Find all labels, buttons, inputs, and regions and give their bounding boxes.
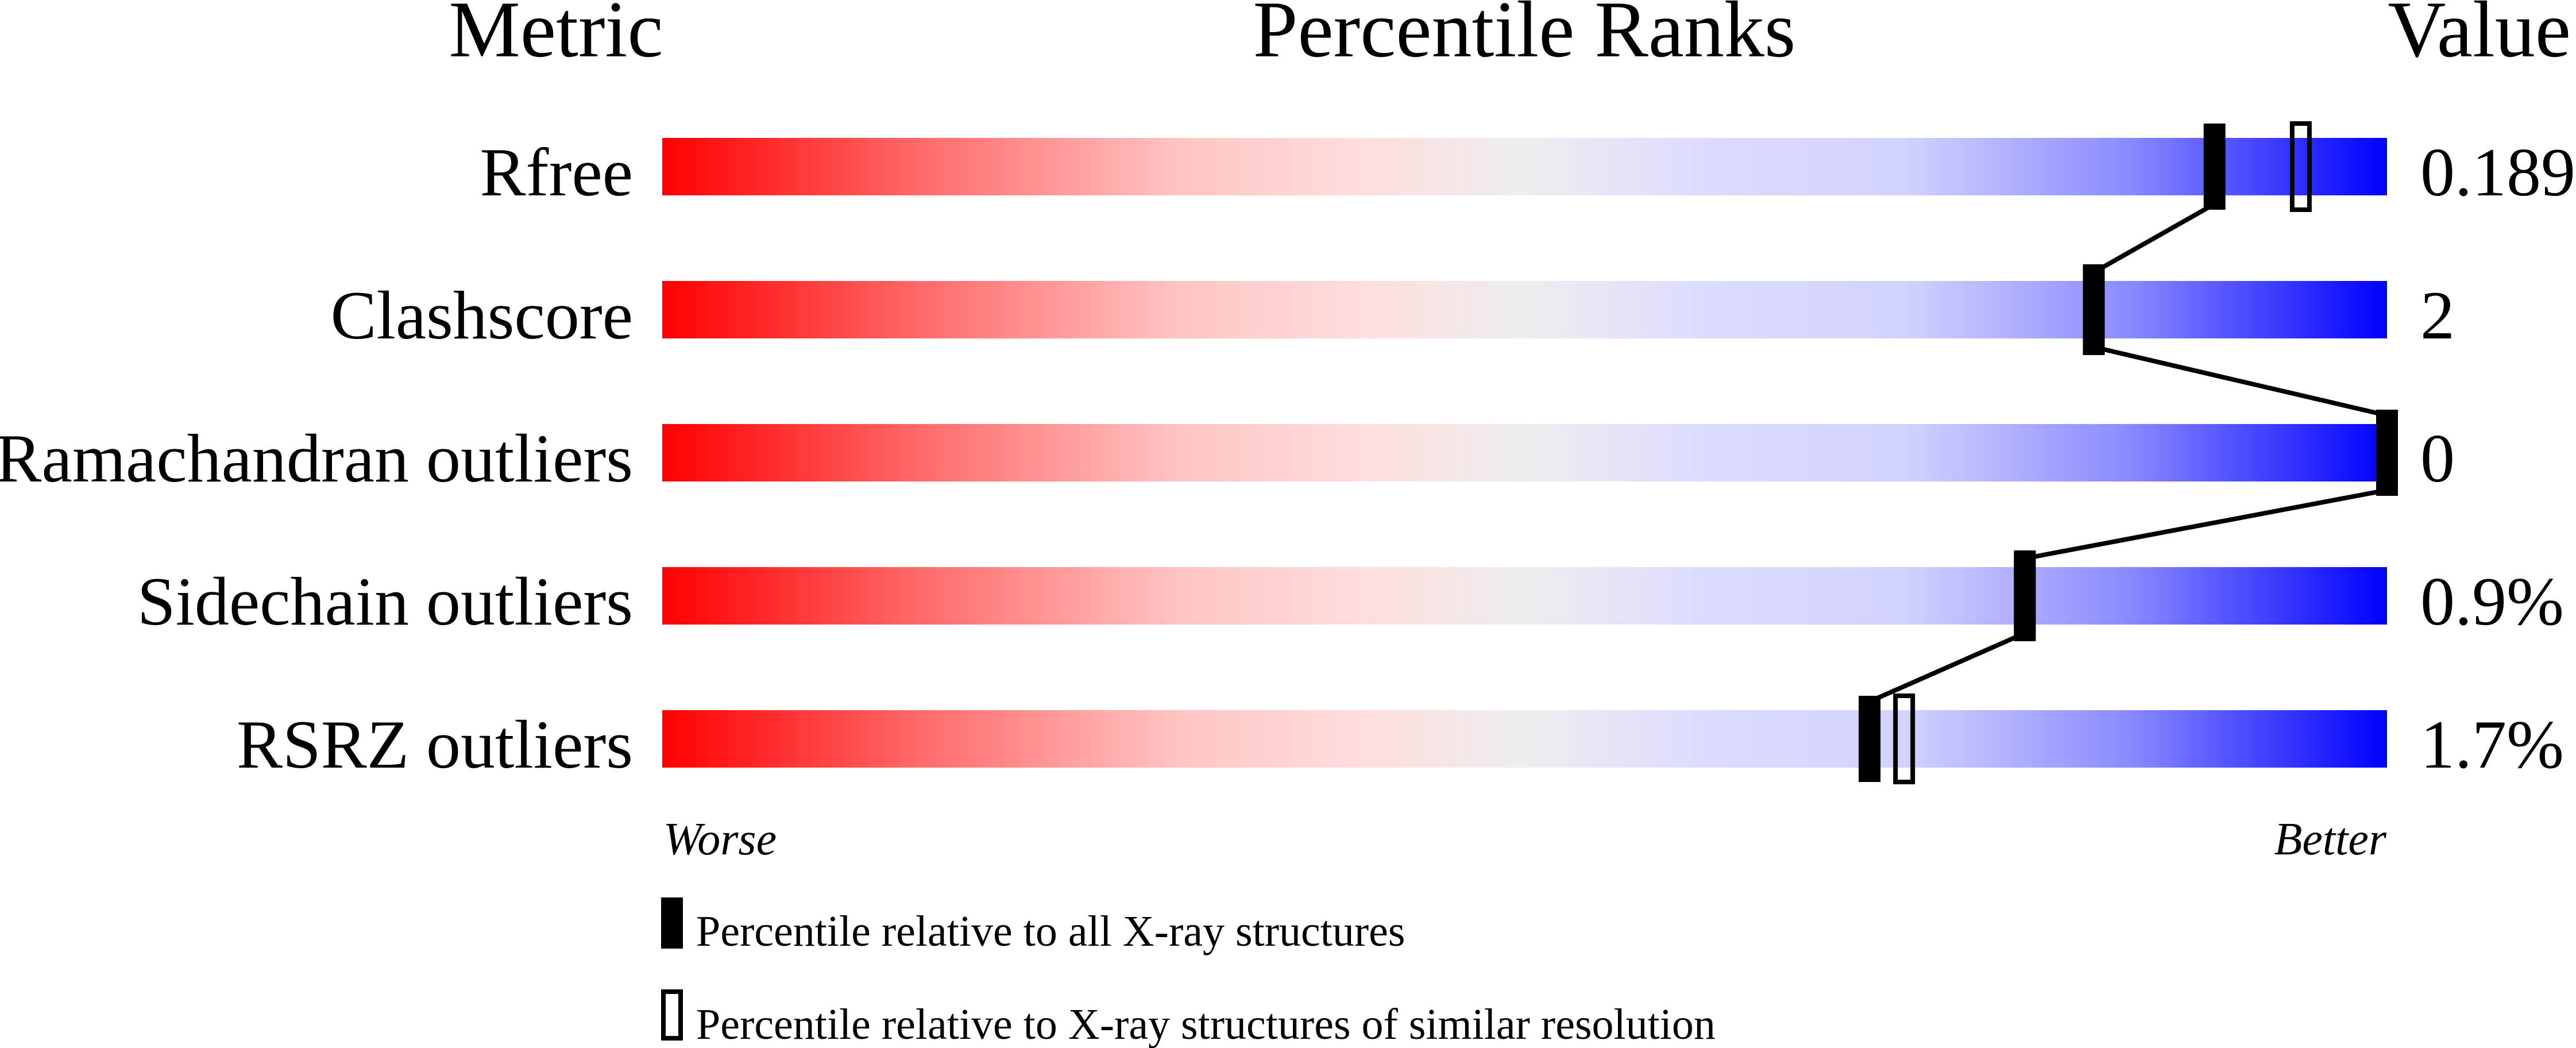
- similar-resolution-marker: [2289, 121, 2312, 212]
- percentile-bar: [662, 710, 2387, 768]
- all-xray-marker: [2376, 410, 2398, 496]
- metric-value: 1.7%: [2420, 706, 2564, 783]
- percentile-bar: [662, 138, 2387, 195]
- legend-label-all: Percentile relative to all X-ray structu…: [696, 907, 1405, 955]
- worse-label: Worse: [663, 814, 777, 865]
- all-xray-marker: [2203, 124, 2226, 210]
- value-header: Value: [2388, 0, 2571, 74]
- metric-header: Metric: [449, 0, 663, 74]
- metric-value: 2: [2420, 277, 2455, 353]
- all-xray-marker: [2014, 553, 2036, 639]
- all-xray-marker: [1859, 696, 1881, 782]
- metric-value: 0.189: [2420, 134, 2575, 210]
- metric-value: 0.9%: [2420, 563, 2564, 639]
- legend-filled-marker: [661, 897, 683, 949]
- chart-title: Percentile Ranks: [1253, 0, 1796, 74]
- connector-line: [2092, 202, 2216, 275]
- connector-line: [2024, 488, 2388, 561]
- metric-label: Rfree: [480, 134, 633, 210]
- legend-outline-marker: [661, 989, 683, 1041]
- metric-label: Ramachandran outliers: [0, 420, 633, 496]
- metric-label: Sidechain outliers: [137, 563, 633, 639]
- metric-label: Clashscore: [330, 277, 633, 353]
- percentile-bar: [662, 567, 2387, 625]
- all-xray-marker: [2083, 267, 2105, 353]
- connector-line: [1868, 631, 2026, 704]
- metric-value: 0: [2420, 420, 2455, 496]
- metric-label: RSRZ outliers: [237, 706, 633, 783]
- similar-resolution-marker: [1893, 693, 1915, 784]
- percentile-bar: [662, 281, 2387, 338]
- percentile-bar: [662, 424, 2387, 481]
- better-label: Better: [2274, 814, 2387, 865]
- legend-label-similar: Percentile relative to X-ray structures …: [696, 1000, 1716, 1048]
- connector-line: [2093, 345, 2388, 418]
